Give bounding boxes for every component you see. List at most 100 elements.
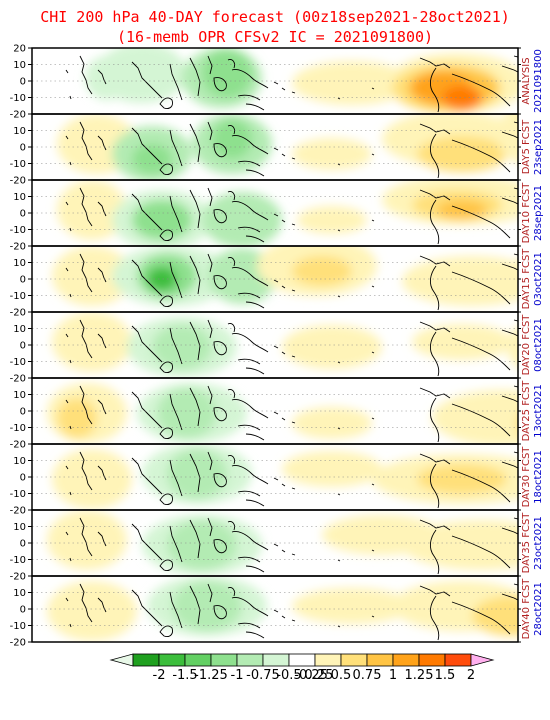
y-tick-label: 10 — [13, 60, 26, 71]
field-anomaly — [202, 48, 252, 98]
coastline — [65, 55, 518, 113]
panel-date: 18oct2021 — [533, 450, 544, 504]
field-anomaly — [282, 451, 382, 487]
field-anomaly — [472, 596, 518, 636]
field-anomaly — [282, 325, 382, 369]
colorbar-label: 0.5 — [331, 668, 352, 683]
colorbar-label: -2 — [153, 668, 166, 683]
chart-title-line1: CHI 200 hPa 40-DAY forecast (00z18sep202… — [40, 8, 510, 26]
coastline — [65, 319, 518, 377]
forecast-panel — [47, 383, 518, 444]
colorbar-swatch — [288, 653, 316, 667]
field-anomaly — [147, 267, 177, 291]
colorbar-swatch — [444, 653, 472, 667]
field-anomaly — [52, 312, 132, 372]
colorbar-swatch — [392, 653, 420, 667]
panel-label: DAY5 FCST — [521, 119, 532, 174]
colorbar-label: 0.25 — [304, 668, 333, 683]
coastline — [65, 385, 518, 443]
colorbar-label: 2 — [467, 668, 475, 683]
field-anomaly — [47, 510, 127, 570]
y-tick-label: -10 — [10, 93, 26, 104]
colorbar-swatch — [132, 653, 160, 667]
field-anomaly — [57, 398, 97, 438]
y-tick-label: -20 — [10, 440, 26, 451]
y-tick-label: 10 — [13, 126, 26, 137]
panel-label: DAY10 FCST — [521, 182, 532, 244]
forecast-panel — [52, 444, 518, 509]
colorbar-swatch — [418, 653, 446, 667]
colorbar-low-arrow — [109, 653, 134, 667]
y-tick-label: 0 — [20, 605, 26, 616]
field-anomaly — [167, 520, 237, 570]
field-anomaly — [97, 48, 187, 103]
panel-label: DAY35 FCST — [521, 512, 532, 574]
y-tick-label: 10 — [13, 588, 26, 599]
forecast-panel — [47, 576, 518, 641]
y-tick-label: 0 — [20, 473, 26, 484]
y-tick-label: -10 — [10, 489, 26, 500]
y-tick-label: -20 — [10, 242, 26, 253]
colorbar-swatch — [366, 653, 394, 667]
colorbar-swatch — [184, 653, 212, 667]
coastline — [65, 583, 518, 641]
panel-label: ANALYSIS — [521, 57, 532, 104]
field-anomaly — [132, 200, 192, 240]
coastline — [65, 253, 518, 311]
panel-date: 23sep2021 — [533, 119, 544, 175]
colorbar-label: 1.5 — [435, 668, 456, 683]
colorbar-label: -0.5 — [276, 668, 301, 683]
forecast-panel — [85, 48, 518, 113]
field-anomaly — [152, 325, 212, 369]
chart-title-line2: (16-memb OPR CFSv2 IC = 2021091800) — [116, 28, 434, 46]
colorbar-label: -0.25 — [294, 668, 328, 683]
y-tick-label: 0 — [20, 275, 26, 286]
y-tick-label: -10 — [10, 423, 26, 434]
field-anomaly — [157, 388, 217, 438]
y-tick-label: 10 — [13, 324, 26, 335]
coastline — [65, 187, 518, 245]
field-anomaly — [172, 581, 242, 631]
colorbar-label: 0.75 — [353, 668, 382, 683]
y-tick-label: -10 — [10, 357, 26, 368]
field-anomaly — [57, 180, 127, 240]
panel-label: DAY30 FCST — [521, 446, 532, 508]
y-tick-label: -10 — [10, 621, 26, 632]
colorbar-label: 1.25 — [405, 668, 434, 683]
field-anomaly — [292, 61, 412, 105]
colorbar-label: 1 — [389, 668, 397, 683]
colorbar-label: -1.25 — [194, 668, 228, 683]
y-tick-label: 0 — [20, 77, 26, 88]
forecast-panel — [57, 114, 518, 180]
forecast-panel — [47, 510, 518, 575]
y-tick-label: -10 — [10, 159, 26, 170]
y-tick-label: -20 — [10, 176, 26, 187]
panel-date: 08oct2021 — [533, 318, 544, 372]
field-anomaly — [417, 136, 507, 172]
y-tick-label: 10 — [13, 456, 26, 467]
colorbar-swatch — [236, 653, 264, 667]
field-anomaly — [292, 256, 352, 286]
coastline — [65, 121, 518, 179]
colorbar-swatch — [340, 653, 368, 667]
colorbar-swatch — [314, 653, 342, 667]
panel-date: 28sep2021 — [533, 185, 544, 241]
panel-date: 2021091800 — [533, 49, 544, 113]
field-anomaly — [402, 256, 518, 306]
y-tick-label: -20 — [10, 638, 26, 649]
field-anomaly — [297, 206, 367, 234]
field-anomaly — [52, 246, 132, 306]
y-tick-label: 10 — [13, 192, 26, 203]
panel-date: 28oct2021 — [533, 582, 544, 636]
y-tick-label: -10 — [10, 225, 26, 236]
y-tick-label: 10 — [13, 522, 26, 533]
colorbar-label: -0.75 — [246, 668, 280, 683]
y-tick-label: 0 — [20, 341, 26, 352]
y-tick-label: -20 — [10, 374, 26, 385]
colorbar-label: -1 — [231, 668, 244, 683]
y-tick-label: 0 — [20, 209, 26, 220]
y-tick-label: -20 — [10, 110, 26, 121]
field-anomaly — [442, 86, 482, 110]
y-tick-label: 0 — [20, 539, 26, 550]
field-anomaly — [507, 326, 518, 368]
